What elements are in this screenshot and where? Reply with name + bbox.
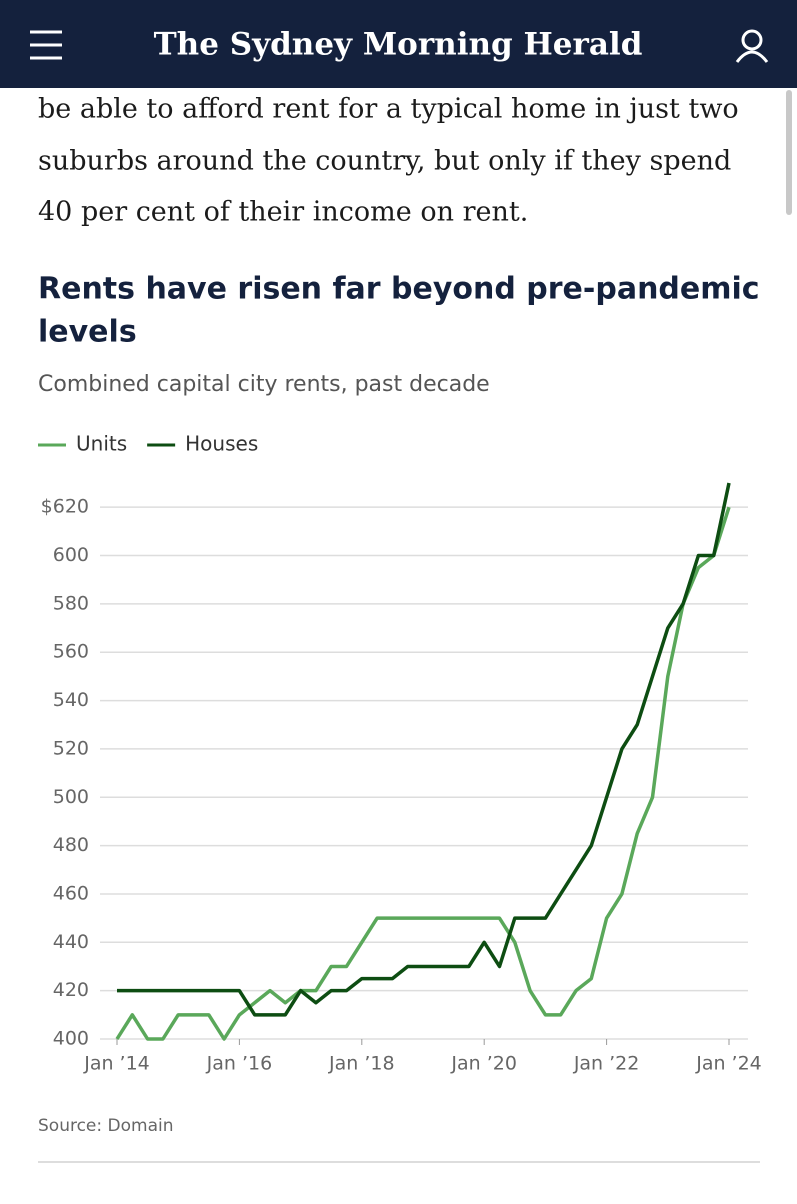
series-line xyxy=(117,482,731,1017)
y-tick-label: 520 xyxy=(53,737,89,759)
legend-label: Units xyxy=(76,432,127,456)
y-tick-label: 440 xyxy=(53,931,89,953)
paragraph-line: 40 per cent of their income on rent. xyxy=(38,197,528,228)
x-tick-label: Jan ’16 xyxy=(206,1053,273,1075)
legend-label: Houses xyxy=(185,432,258,456)
scrollbar xyxy=(786,90,792,215)
y-tick-label: $620 xyxy=(41,496,89,518)
paragraph-line: suburbs around the country, but only if … xyxy=(38,146,731,177)
series-line xyxy=(115,506,731,1041)
x-tick-label: Jan ’14 xyxy=(83,1053,150,1075)
x-tick-label: Jan ’22 xyxy=(573,1053,640,1075)
y-tick-label: 420 xyxy=(53,979,89,1001)
y-tick-label: 480 xyxy=(53,834,89,856)
menu-button[interactable] xyxy=(30,30,62,60)
chart-title: Rents have risen far beyond pre-pandemic xyxy=(38,272,760,307)
y-tick-label: 500 xyxy=(53,786,89,808)
top-bar xyxy=(0,0,797,88)
x-tick-label: Jan ’20 xyxy=(450,1053,517,1075)
x-tick-label: Jan ’18 xyxy=(328,1053,395,1075)
chart-subtitle: Combined capital city rents, past decade xyxy=(38,372,490,397)
chart-title: levels xyxy=(38,315,137,350)
y-tick-label: 540 xyxy=(53,689,89,711)
y-tick-label: 560 xyxy=(53,641,89,663)
y-tick-label: 400 xyxy=(53,1028,89,1050)
paragraph-line: be able to afford rent for a typical hom… xyxy=(38,94,739,125)
account-button[interactable] xyxy=(735,29,769,63)
masthead[interactable]: The Sydney Morning Herald xyxy=(154,27,643,63)
x-tick-label: Jan ’24 xyxy=(695,1053,762,1075)
y-tick-label: 460 xyxy=(53,882,89,904)
chart-source: Source: Domain xyxy=(38,1116,174,1136)
y-tick-label: 600 xyxy=(53,544,89,566)
plot: 400 420 440 460 480 500 520 540 560 580 600 $620 Jan… xyxy=(38,432,762,1075)
y-tick-label: 580 xyxy=(53,592,89,614)
